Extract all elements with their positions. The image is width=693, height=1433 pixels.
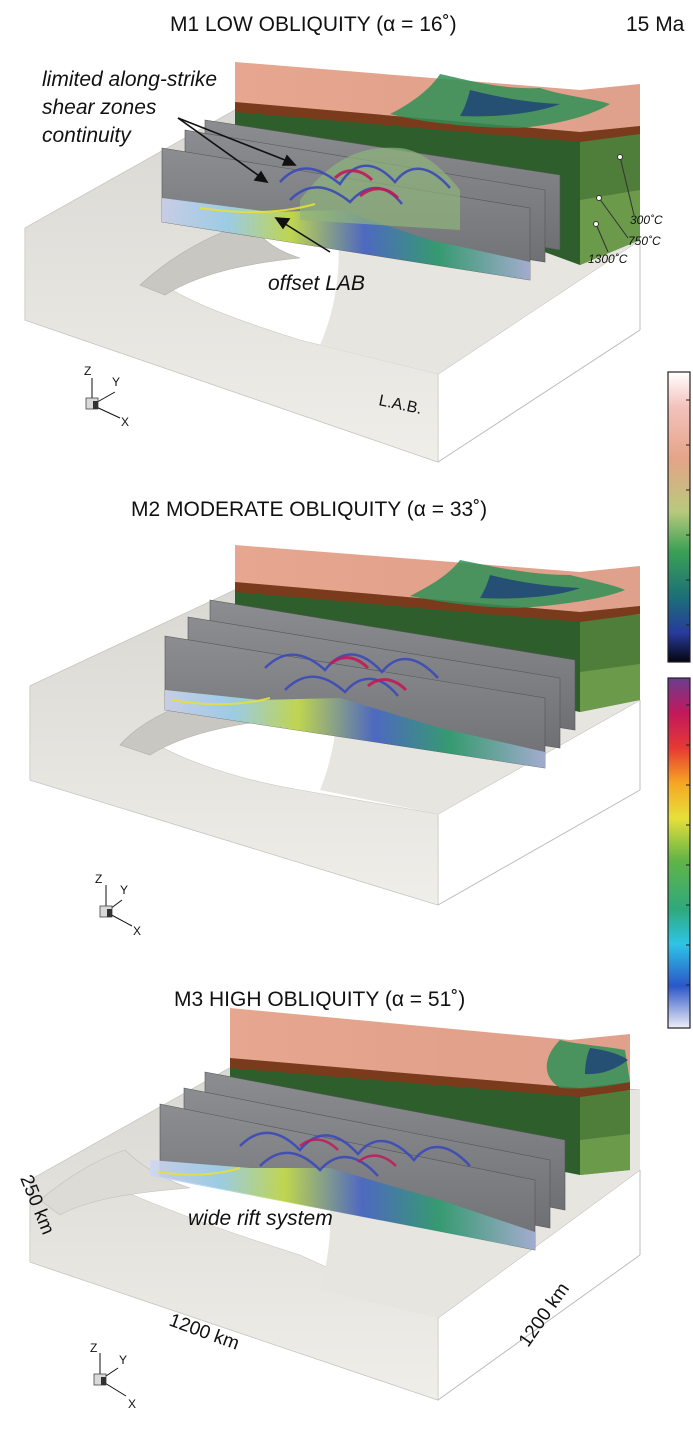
- anno-shear-line1: limited along-strike: [42, 68, 217, 91]
- axis-z-m3: Z: [90, 1341, 97, 1355]
- axis-triad-m3: Z Y X: [90, 1341, 136, 1411]
- shear-yellow-m2: [171, 697, 271, 706]
- axis-triad-m2: Z Y X: [95, 872, 141, 938]
- top-surface-m3: [230, 1008, 630, 1088]
- top-strain-core-m1: [460, 90, 560, 117]
- axis-y-m2: Y: [120, 883, 128, 897]
- axis-z-m1: Z: [84, 364, 91, 378]
- colorbar-strain: [667, 677, 691, 1029]
- slices-m3: [150, 1071, 566, 1251]
- anno-shear-line3: continuity: [42, 124, 132, 147]
- axis-y-m3: Y: [119, 1353, 127, 1367]
- axis-x-m1: X: [121, 415, 129, 429]
- colorbar-temperature: [667, 371, 691, 663]
- axis-triad-m1: Z Y X: [84, 364, 129, 429]
- panel-title-m3: M3 HIGH OBLIQUITY (α = 51˚): [174, 988, 465, 1011]
- anno-shear-line2: shear zones: [42, 96, 157, 119]
- slice-front-base-m3: [150, 1160, 535, 1250]
- isotherm-markers-m1: 300˚C 750˚C 1300˚C: [588, 154, 663, 266]
- shear-zones-m2: [264, 653, 439, 697]
- top-strain-core-m3: [585, 1048, 628, 1075]
- panel-m2: M2 MODERATE OBLIQUITY (α = 33˚): [29, 498, 641, 938]
- slice-front-base-m2: [165, 690, 545, 768]
- lower-lith-side-m3: [580, 1134, 630, 1175]
- anno-wide-rift: wide rift system: [188, 1207, 333, 1230]
- isotherm-750: 750˚C: [628, 234, 661, 248]
- axis-y-m1: Y: [112, 375, 120, 389]
- lab-ridge-m1: [139, 221, 301, 296]
- slices-m1: [161, 119, 561, 281]
- slice-front-base-m1: [162, 198, 530, 280]
- panel-title-m1: M1 LOW OBLIQUITY (α = 16˚): [170, 13, 457, 36]
- panel-m3: M3 HIGH OBLIQUITY (α = 51˚) wide rift: [15, 988, 641, 1411]
- lower-lith-side-m1: [580, 190, 640, 265]
- panel-m1: M1 LOW OBLIQUITY (α = 16˚): [24, 13, 663, 463]
- shear-hot-m3: [299, 1138, 397, 1167]
- annotation-arrows-m1: [177, 117, 331, 253]
- axis-x-m3: X: [128, 1397, 136, 1411]
- slices-m2: [164, 599, 576, 769]
- isotherm-300: 300˚C: [630, 213, 663, 227]
- lower-lith-side-m2: [580, 664, 640, 712]
- shear-hot-m2: [329, 656, 408, 692]
- top-strain-core-m2: [480, 575, 580, 599]
- dim-length: 1200 km: [515, 1279, 574, 1351]
- time-label: 15 Ma: [626, 13, 685, 36]
- axis-z-m2: Z: [95, 872, 102, 886]
- shear-yellow-m1: [199, 203, 316, 214]
- anno-offset-lab: offset LAB: [268, 272, 365, 295]
- isotherm-1300: 1300˚C: [588, 252, 628, 266]
- panel-title-m2: M2 MODERATE OBLIQUITY (α = 33˚): [131, 498, 487, 521]
- shear-yellow-m3: [157, 1167, 241, 1176]
- shear-hot-m1: [333, 169, 400, 200]
- axis-x-m2: X: [133, 924, 141, 938]
